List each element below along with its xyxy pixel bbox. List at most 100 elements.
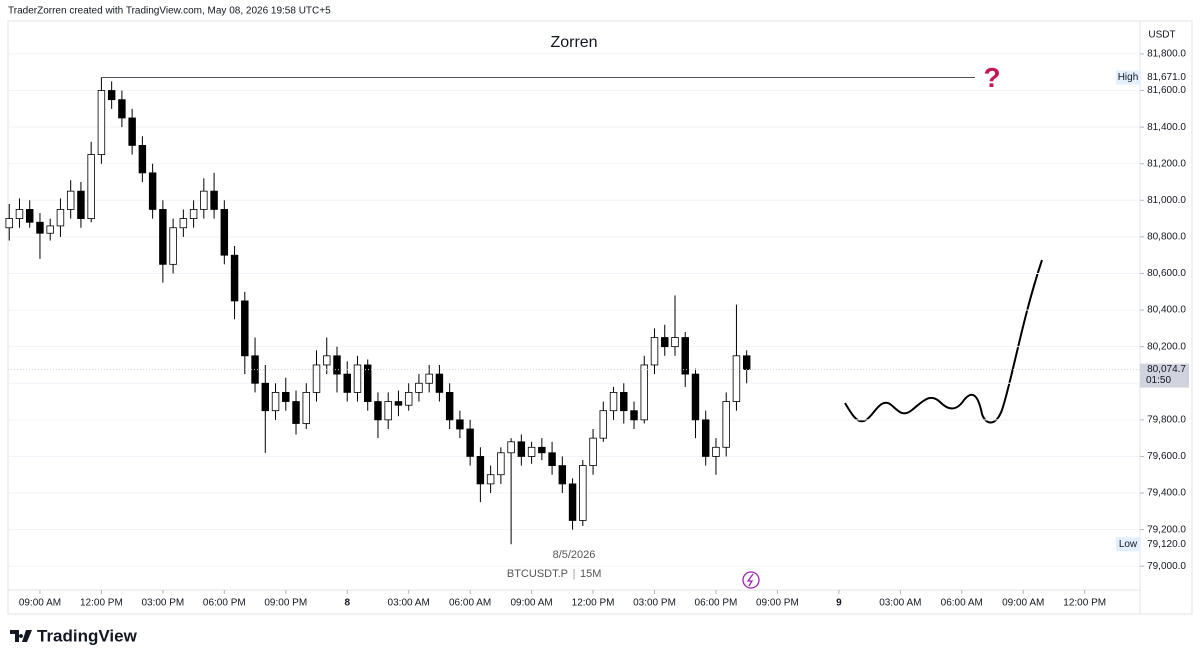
y-tick-label: 81,800.0 bbox=[1147, 49, 1186, 60]
candle bbox=[579, 460, 587, 526]
x-tick-label: 06:00 AM bbox=[941, 598, 983, 609]
candle-body bbox=[435, 373, 444, 393]
event-icon[interactable] bbox=[742, 571, 760, 589]
header: TraderZorren created with TradingView.co… bbox=[8, 6, 331, 17]
candle-body bbox=[118, 99, 126, 119]
y-tick-label: 79,800.0 bbox=[1147, 414, 1186, 425]
footer: TradingView bbox=[37, 626, 138, 645]
x-tick-label: 09:00 AM bbox=[1002, 598, 1044, 609]
candle bbox=[650, 328, 659, 375]
candle-body bbox=[681, 337, 689, 375]
candle-body bbox=[353, 364, 362, 393]
candle-body bbox=[97, 90, 106, 155]
x-tick-label: 03:00 AM bbox=[879, 598, 921, 609]
y-tick-label: 80,600.0 bbox=[1147, 268, 1186, 279]
candle-body bbox=[56, 209, 65, 227]
candle-body bbox=[486, 474, 495, 485]
drawn-projection bbox=[844, 259, 1043, 424]
candle-body bbox=[661, 337, 669, 348]
candle bbox=[77, 182, 85, 228]
candle-body bbox=[394, 401, 403, 406]
candle bbox=[599, 401, 608, 442]
candle-body bbox=[384, 401, 392, 421]
candle-body bbox=[230, 254, 239, 302]
symbol: BTCUSDT.P bbox=[507, 568, 568, 580]
candle-body bbox=[742, 355, 751, 370]
candle-body bbox=[312, 364, 321, 393]
candle bbox=[107, 81, 116, 109]
candle-body bbox=[671, 337, 679, 348]
candle-body bbox=[292, 401, 300, 424]
candle-body bbox=[25, 209, 34, 223]
candle-body bbox=[497, 452, 505, 476]
candle-body bbox=[568, 483, 577, 521]
candle bbox=[476, 447, 485, 503]
x-tick-label: 03:00 PM bbox=[141, 598, 184, 609]
candle bbox=[56, 198, 65, 237]
candle bbox=[179, 209, 188, 237]
candle-body bbox=[415, 382, 423, 393]
candle-body bbox=[374, 401, 382, 421]
candle bbox=[527, 441, 536, 464]
candle bbox=[691, 368, 700, 439]
candle-body bbox=[445, 392, 454, 421]
y-tick-label: 81,000.0 bbox=[1147, 195, 1186, 206]
candle-body bbox=[599, 410, 608, 439]
candle-body bbox=[579, 465, 587, 521]
candle-body bbox=[36, 221, 44, 234]
x-tick-label: 9 bbox=[836, 598, 842, 609]
candle bbox=[445, 383, 454, 429]
low_marker-value: 79,120.0 bbox=[1147, 539, 1186, 550]
candle bbox=[517, 434, 526, 466]
candle bbox=[97, 77, 106, 164]
x-tick-label: 06:00 PM bbox=[695, 598, 738, 609]
candle bbox=[66, 180, 75, 219]
candle-body bbox=[138, 145, 147, 174]
chart-title: Zorren bbox=[550, 34, 597, 51]
y-tick-label: 81,600.0 bbox=[1147, 85, 1186, 96]
candle-body bbox=[77, 190, 85, 219]
candle bbox=[343, 361, 351, 402]
candle bbox=[681, 332, 689, 387]
candle bbox=[538, 438, 546, 461]
candle-body bbox=[128, 117, 136, 146]
candle bbox=[241, 291, 249, 375]
y-tick-label: 79,000.0 bbox=[1147, 561, 1186, 572]
candle-body bbox=[189, 209, 198, 219]
x-tick-label: 12:00 PM bbox=[572, 598, 615, 609]
candle-body bbox=[712, 446, 720, 457]
candle-body bbox=[466, 428, 474, 457]
candle-body bbox=[241, 300, 249, 357]
y-tick-label: 81,200.0 bbox=[1147, 158, 1186, 169]
candle bbox=[466, 419, 474, 466]
candle bbox=[220, 200, 229, 265]
x-tick-label: 06:00 AM bbox=[449, 598, 491, 609]
logo-mark bbox=[10, 630, 32, 642]
candle bbox=[640, 355, 648, 424]
candle-body bbox=[66, 190, 75, 210]
x-tick-label: 09:00 AM bbox=[19, 598, 61, 609]
low_marker-badge bbox=[1116, 537, 1140, 552]
candle bbox=[200, 178, 208, 219]
candle bbox=[712, 438, 720, 475]
candle-body bbox=[476, 456, 485, 485]
candle bbox=[435, 364, 444, 402]
candle-body bbox=[179, 218, 188, 229]
x-tick-label: 03:00 AM bbox=[388, 598, 430, 609]
last-price-label: 80,074.7 bbox=[1147, 364, 1186, 375]
candle bbox=[425, 364, 433, 393]
candle bbox=[486, 465, 495, 494]
frame bbox=[7, 20, 1193, 615]
candle bbox=[548, 441, 556, 475]
y-tick-label: 81,400.0 bbox=[1147, 122, 1186, 133]
high_marker-value: 81,671.0 bbox=[1147, 72, 1186, 83]
candle bbox=[138, 136, 147, 183]
candle-body bbox=[507, 441, 515, 454]
candle bbox=[456, 410, 464, 439]
candle bbox=[282, 377, 290, 411]
candle bbox=[36, 213, 44, 259]
candle-body bbox=[548, 452, 556, 466]
candle-body bbox=[302, 392, 310, 424]
x-tick-label: 12:00 PM bbox=[1063, 598, 1106, 609]
candle bbox=[630, 401, 638, 429]
